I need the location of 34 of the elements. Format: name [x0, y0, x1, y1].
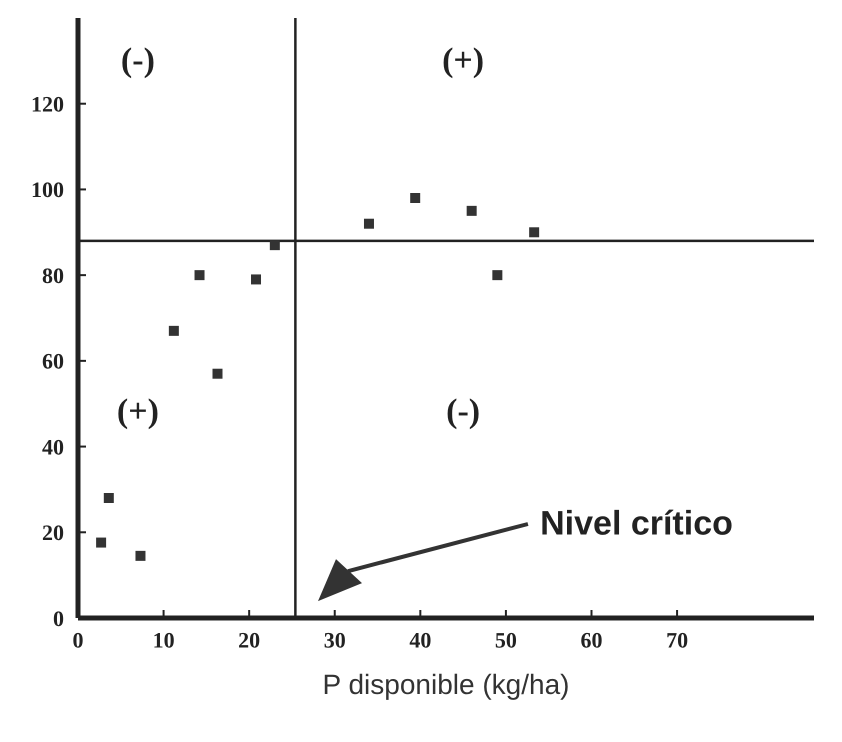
x-tick-label: 50: [494, 628, 517, 653]
y-tick-label: 0: [53, 606, 64, 631]
annotation: Nivel crítico: [540, 504, 733, 544]
point: [96, 538, 106, 548]
point: [529, 227, 540, 238]
point: [251, 274, 262, 284]
point: [104, 493, 114, 503]
point: [466, 206, 477, 216]
x-tick-label: 30: [324, 628, 346, 653]
annotation: (-): [446, 393, 480, 432]
point: [364, 218, 374, 229]
x-tick-label: 70: [666, 628, 688, 653]
y-tick-label: 60: [42, 348, 64, 374]
x-tick-label: 20: [238, 628, 260, 653]
x-tick-label: 0: [72, 628, 84, 653]
y-tick-label: 120: [31, 92, 64, 117]
y-tick-label: 20: [42, 520, 64, 546]
point: [135, 550, 146, 561]
x-tick-label: 10: [152, 628, 175, 653]
x-axis-title: P disponible (kg/ha): [322, 669, 570, 700]
y-tick-label: 40: [42, 434, 64, 460]
point: [168, 326, 179, 336]
annotation: (+): [116, 393, 159, 432]
x-tick-label: 40: [409, 628, 432, 653]
point: [410, 193, 420, 203]
point: [270, 240, 280, 250]
annotation: (-): [120, 42, 155, 80]
x-tick-label: 60: [580, 628, 602, 653]
point: [492, 270, 502, 280]
point: [212, 368, 222, 379]
point: [194, 270, 205, 280]
y-tick-label: 100: [31, 177, 64, 202]
annotation: (+): [442, 42, 484, 80]
y-tick-label: 80: [42, 262, 64, 288]
